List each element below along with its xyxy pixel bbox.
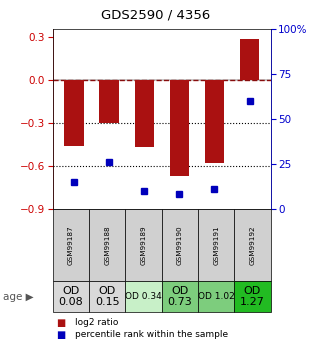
Text: GSM99187: GSM99187 — [68, 225, 74, 265]
Bar — [64, 80, 84, 146]
Text: percentile rank within the sample: percentile rank within the sample — [75, 330, 228, 339]
Text: log2 ratio: log2 ratio — [75, 318, 118, 327]
Bar — [100, 80, 119, 122]
Text: age ▶: age ▶ — [3, 292, 34, 302]
Text: OD 1.02: OD 1.02 — [198, 292, 234, 301]
Text: GSM99191: GSM99191 — [213, 225, 219, 265]
Bar — [169, 80, 189, 176]
Text: ■: ■ — [56, 318, 65, 327]
Text: GSM99189: GSM99189 — [141, 225, 146, 265]
Bar — [240, 39, 259, 80]
Bar — [205, 80, 224, 163]
Text: OD
1.27: OD 1.27 — [240, 286, 265, 307]
Text: OD
0.73: OD 0.73 — [168, 286, 192, 307]
Text: OD
0.15: OD 0.15 — [95, 286, 120, 307]
Text: GSM99190: GSM99190 — [177, 225, 183, 265]
Text: ■: ■ — [56, 330, 65, 339]
Text: OD 0.34: OD 0.34 — [125, 292, 162, 301]
Text: GSM99192: GSM99192 — [249, 225, 255, 265]
Bar — [134, 80, 154, 147]
Text: GSM99188: GSM99188 — [104, 225, 110, 265]
Text: GDS2590 / 4356: GDS2590 / 4356 — [101, 9, 210, 22]
Text: OD
0.08: OD 0.08 — [59, 286, 83, 307]
